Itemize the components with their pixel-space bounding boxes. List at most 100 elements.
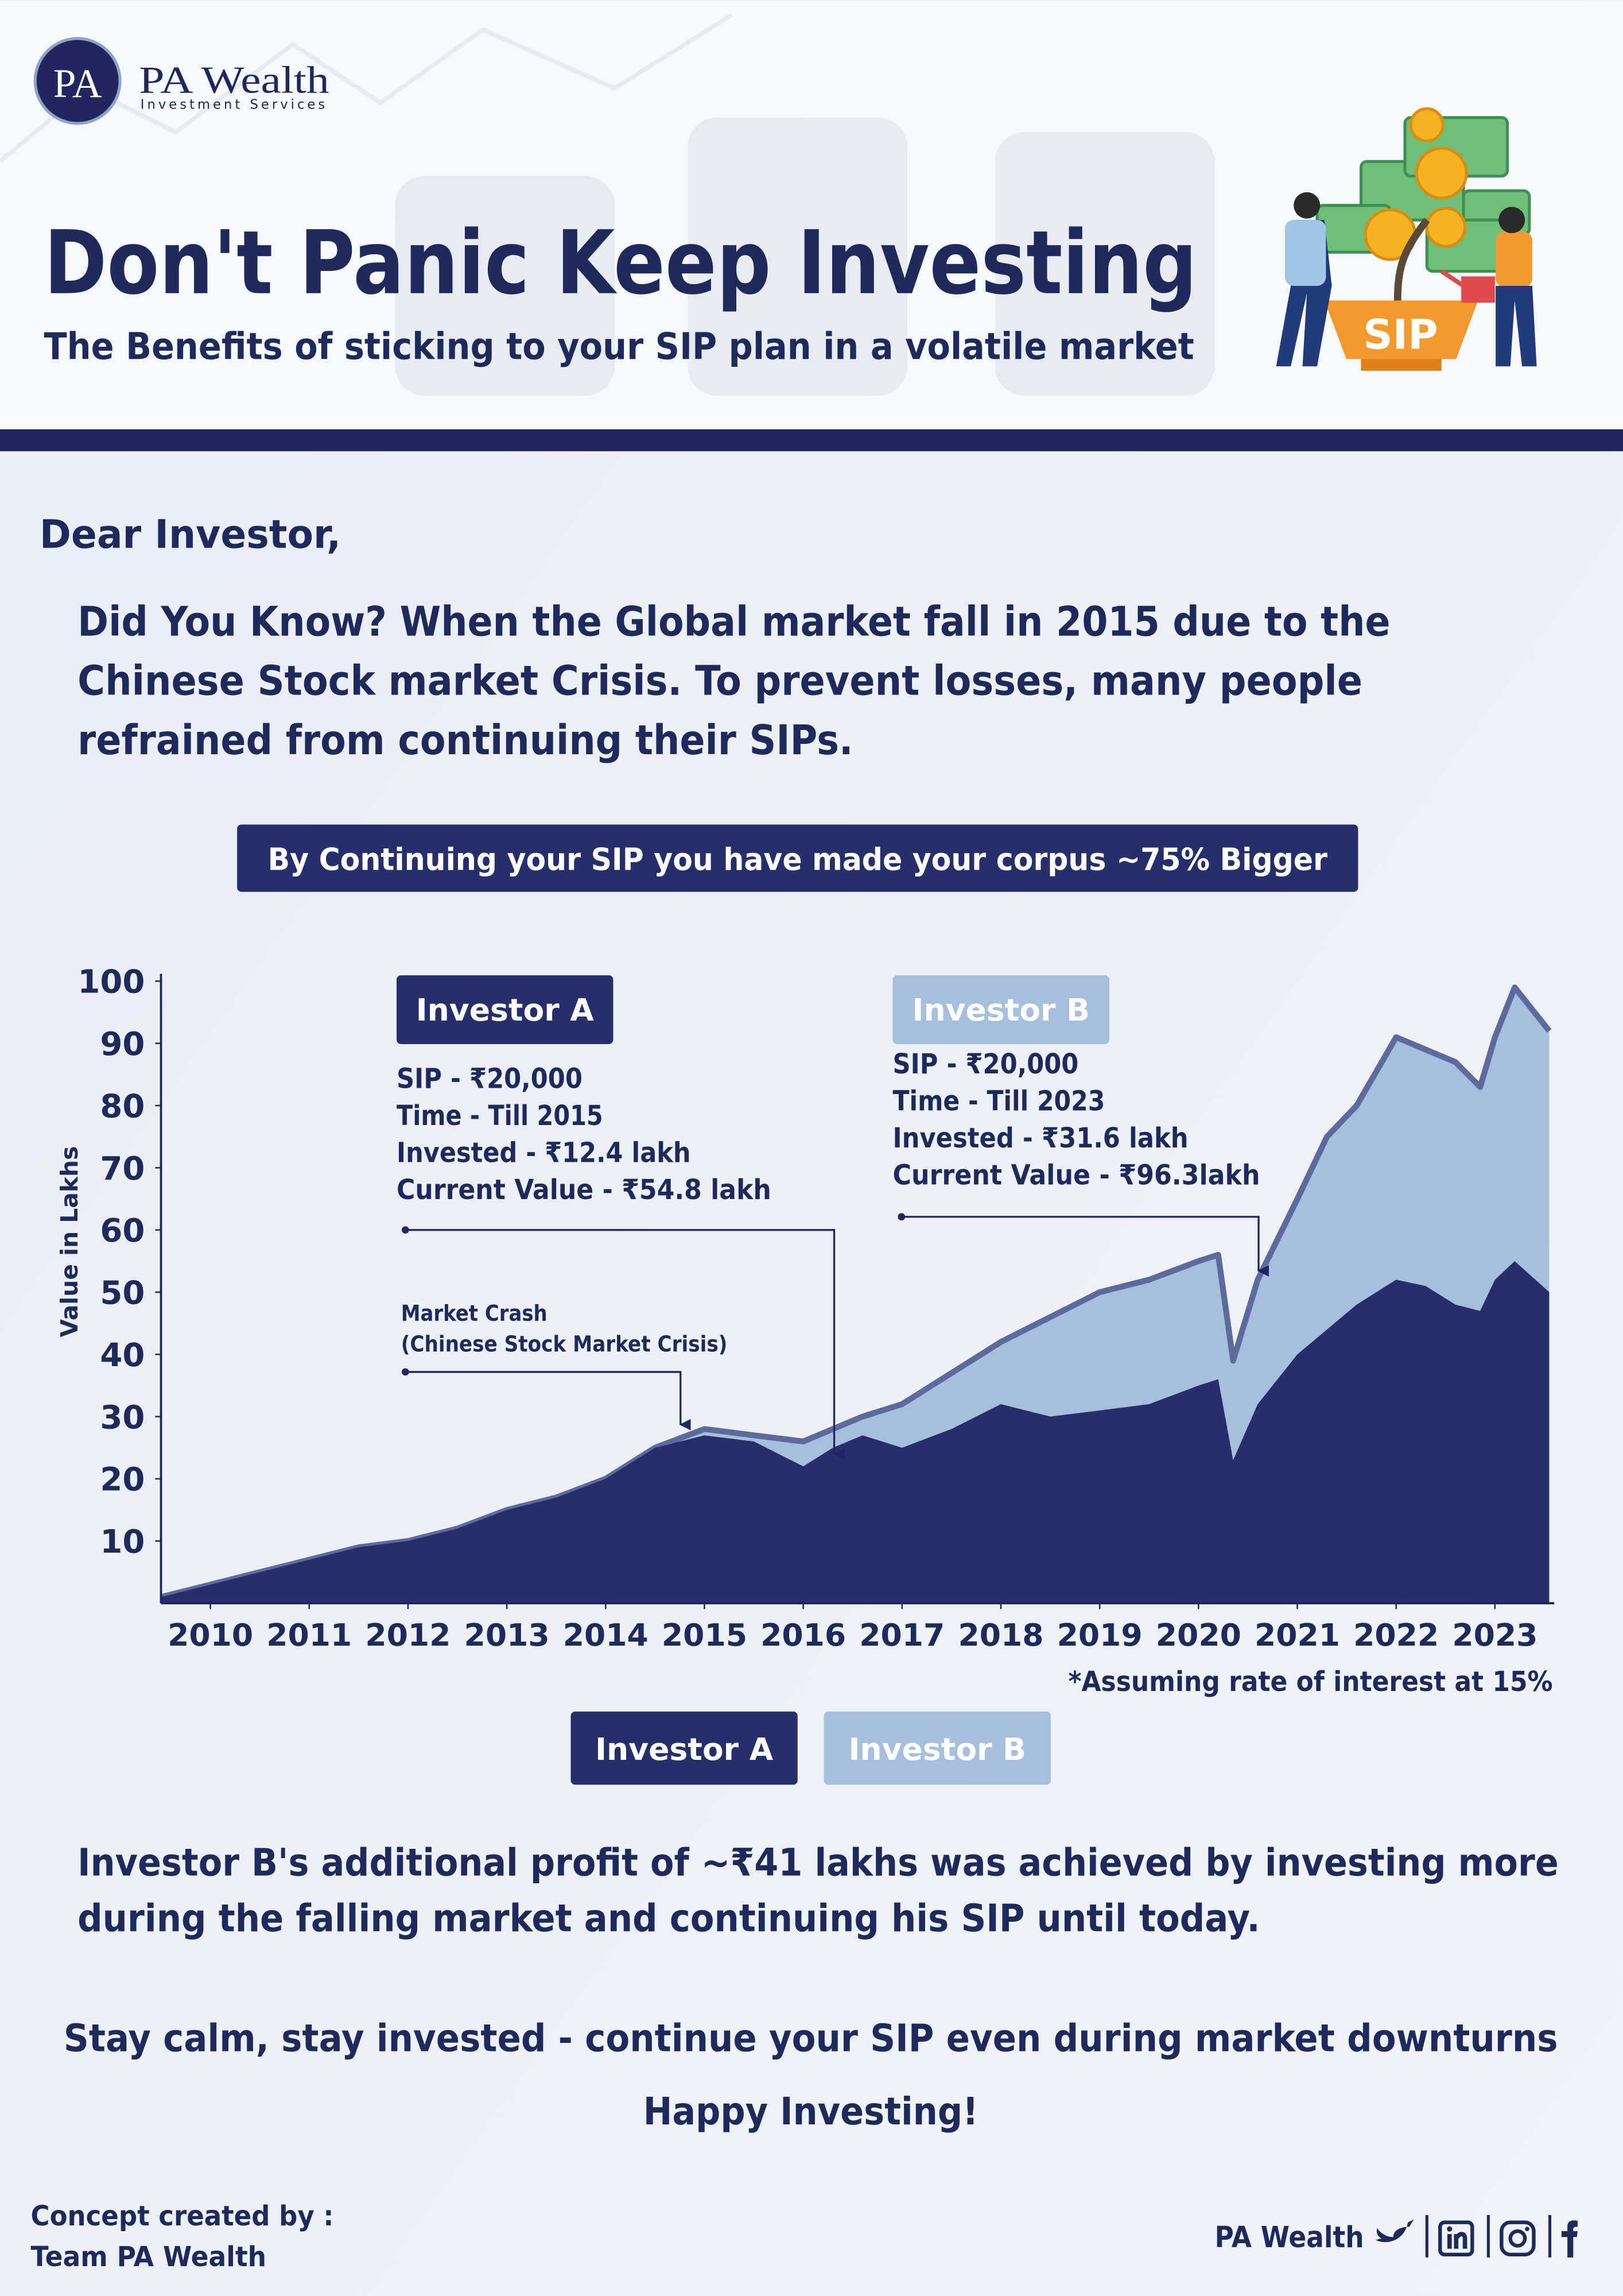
twitter-bird — [1376, 2219, 1414, 2243]
crash-line: (Chinese Stock Market Crisis) — [401, 1331, 728, 1357]
y-tick-label: 100 — [77, 964, 145, 1001]
coin — [1409, 107, 1445, 143]
tree-trunk — [1393, 218, 1430, 301]
instagram-lens — [1508, 2229, 1527, 2248]
y-tick-label: 30 — [100, 1399, 145, 1436]
annotation-line: Current Value - ₹96.3lakh — [893, 1159, 1260, 1191]
x-tick-label: 2012 — [365, 1617, 451, 1653]
instagram-dot — [1525, 2227, 1529, 2232]
annotation-line: Invested - ₹12.4 lakh — [397, 1137, 691, 1169]
person-right-head — [1498, 207, 1525, 234]
y-tick-label: 40 — [100, 1337, 145, 1374]
y-axis-label: Value in Lakhs — [56, 1146, 83, 1337]
x-tick-label: 2017 — [859, 1617, 945, 1653]
pot — [1324, 300, 1478, 359]
x-tick-label: 2016 — [760, 1617, 846, 1653]
y-tick-label: 20 — [100, 1461, 145, 1499]
header-bar — [0, 429, 1623, 452]
intro-line: refrained from continuing their SIPs. — [77, 716, 853, 764]
annotation-box — [892, 975, 1109, 1044]
banner — [237, 824, 1358, 892]
intro-line: Did You Know? When the Global market fal… — [77, 598, 1390, 645]
closing-line: Investor B's additional profit of ~₹41 l… — [77, 1840, 1559, 1884]
credit-line: Team PA Wealth — [31, 2241, 267, 2273]
annotation-line: SIP - ₹20,000 — [397, 1062, 583, 1095]
social-icons — [1376, 2214, 1578, 2258]
connector — [901, 1216, 1269, 1277]
annotation-line: Time - Till 2023 — [893, 1085, 1105, 1117]
linkedin-frame — [1438, 2220, 1474, 2257]
facebook-f — [1561, 2220, 1578, 2258]
x-tick-label: 2014 — [563, 1617, 649, 1653]
closing-line: during the falling market and continuing… — [77, 1895, 1260, 1940]
area-edge — [160, 984, 1552, 1600]
x-tick-label: 2019 — [1057, 1617, 1143, 1653]
connector — [405, 1371, 691, 1430]
y-tick-label: 80 — [100, 1088, 145, 1125]
area — [161, 1261, 1550, 1604]
linkedin-icon[interactable] — [1438, 2220, 1474, 2257]
connector-dot — [898, 1213, 906, 1221]
logo-ring — [33, 37, 122, 125]
subtitle: The Benefits of sticking to your SIP pla… — [44, 326, 1194, 369]
facebook-icon[interactable] — [1561, 2220, 1578, 2258]
coin — [1425, 207, 1467, 248]
connector-dot — [401, 1368, 409, 1376]
intro-line: Chinese Stock market Crisis. To prevent … — [77, 657, 1362, 705]
logo-mark: PA — [53, 61, 102, 106]
y-tick-label: 50 — [100, 1275, 145, 1312]
linkedin-n — [1454, 2232, 1467, 2249]
pot-label: SIP — [1363, 311, 1438, 359]
signoff: Happy Investing! — [643, 2089, 979, 2134]
motto: Stay calm, stay invested - continue your… — [64, 2015, 1558, 2060]
pot-base — [1361, 359, 1442, 371]
person-right-shirt — [1496, 231, 1532, 288]
brand-subtitle: Investment Services — [141, 97, 328, 112]
y-tick-label: 70 — [100, 1150, 145, 1188]
linkedin-dot — [1447, 2226, 1453, 2232]
annotation-line: SIP - ₹20,000 — [893, 1048, 1079, 1080]
instagram-icon[interactable] — [1500, 2220, 1536, 2257]
x-tick-label: 2011 — [266, 1617, 352, 1653]
footnote: *Assuming rate of interest at 15% — [1069, 1666, 1553, 1698]
person-right-legs — [1496, 286, 1537, 367]
annotation-line: Time - Till 2015 — [397, 1100, 603, 1132]
x-tick-label: 2023 — [1452, 1617, 1537, 1653]
twitter-icon[interactable] — [1376, 2219, 1414, 2243]
x-tick-label: 2010 — [168, 1617, 253, 1653]
x-tick-label: 2013 — [464, 1617, 550, 1653]
legend-label: Investor A — [595, 1731, 774, 1767]
legend-item — [570, 1711, 798, 1785]
watering-can — [1440, 269, 1495, 303]
annotation-title: Investor B — [913, 992, 1090, 1028]
y-tick-label: 90 — [100, 1026, 145, 1063]
person-left-shirt — [1284, 220, 1326, 286]
coin — [1415, 146, 1468, 200]
instagram-frame — [1500, 2220, 1536, 2257]
x-tick-label: 2022 — [1353, 1617, 1439, 1653]
y-tick-label: 10 — [100, 1523, 145, 1561]
linkedin-bar — [1447, 2234, 1452, 2249]
annotation-line: Current Value - ₹54.8 lakh — [397, 1174, 771, 1206]
connector-dot — [401, 1226, 409, 1234]
x-tick-label: 2021 — [1255, 1617, 1340, 1653]
title: Don't Panic Keep Investing — [44, 212, 1197, 315]
y-tick-label: 60 — [100, 1212, 145, 1250]
greeting: Dear Investor, — [40, 511, 341, 557]
x-tick-label: 2018 — [958, 1617, 1043, 1653]
footer-brand: PA Wealth — [1215, 2221, 1364, 2255]
credit-line: Concept created by : — [31, 2200, 334, 2232]
legend-item — [824, 1711, 1051, 1785]
annotation-title: Investor A — [416, 992, 595, 1028]
brand-name: PA Wealth — [139, 59, 329, 101]
crash-line: Market Crash — [401, 1301, 548, 1327]
legend-label: Investor B — [849, 1731, 1026, 1767]
x-tick-label: 2015 — [662, 1617, 747, 1653]
person-left-head — [1294, 192, 1321, 219]
connector — [405, 1229, 845, 1460]
x-tick-label: 2020 — [1156, 1617, 1241, 1653]
annotation-box — [397, 975, 614, 1044]
